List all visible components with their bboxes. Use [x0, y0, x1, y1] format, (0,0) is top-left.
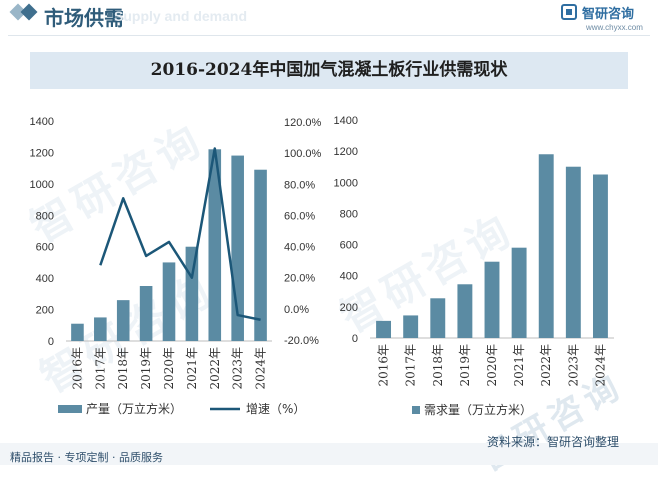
- x-tick-label: 2019年: [458, 344, 472, 387]
- x-tick-label: 2018年: [431, 344, 445, 387]
- y2-tick-label: 60.0%: [284, 210, 315, 222]
- y-tick-label: 1400: [334, 115, 358, 127]
- bar: [376, 321, 391, 338]
- legend-label: 需求量（万立方米）: [424, 402, 532, 417]
- y-tick-label: 0: [48, 336, 54, 348]
- legend-swatch-bar: [412, 406, 420, 414]
- x-tick-label: 2019年: [139, 347, 153, 390]
- y-tick-label: 1200: [334, 146, 358, 158]
- bar: [539, 154, 554, 338]
- bar: [485, 262, 500, 338]
- x-tick-label: 2017年: [93, 347, 107, 390]
- y-tick-label: 600: [340, 240, 358, 252]
- x-tick-label: 2022年: [539, 344, 553, 387]
- demand-chart: 0 200 400 600 800 1000 1200 1400 2016年 2017年 2018年…: [334, 115, 614, 417]
- bar: [186, 247, 199, 341]
- bar: [403, 315, 418, 338]
- y2-tick-label: 40.0%: [284, 242, 315, 254]
- x-tick-label: 2023年: [566, 344, 580, 387]
- bar: [94, 317, 107, 341]
- bar: [430, 298, 445, 338]
- bar: [566, 167, 581, 338]
- y2-tick-label: 20.0%: [284, 273, 315, 285]
- x-tick-label: 2024年: [593, 344, 607, 387]
- x-tick-label: 2020年: [162, 347, 176, 390]
- bar: [593, 175, 608, 339]
- y-tick-label: 400: [36, 273, 54, 285]
- y-tick-label: 600: [36, 242, 54, 254]
- x-tick-label: 2023年: [231, 347, 245, 390]
- bar: [512, 248, 527, 338]
- x-tick-label: 2018年: [116, 347, 130, 390]
- x-tick-label: 2024年: [254, 347, 268, 390]
- bar: [140, 286, 153, 341]
- y2-tick-label: 80.0%: [284, 179, 315, 191]
- bar: [117, 300, 130, 341]
- y2-tick-label: 0.0%: [284, 304, 309, 316]
- y-tick-label: 800: [36, 210, 54, 222]
- y-tick-label: 1400: [30, 116, 54, 128]
- x-tick-label: 2017年: [404, 344, 418, 387]
- y-tick-label: 0: [352, 333, 358, 345]
- y-tick-label: 1000: [334, 177, 358, 189]
- bar: [457, 284, 472, 338]
- y2-tick-label: 100.0%: [284, 148, 322, 160]
- y2-tick-label: -20.0%: [284, 335, 319, 347]
- legend-label: 增速（%）: [246, 402, 305, 416]
- y-tick-label: 800: [340, 208, 358, 220]
- legend-swatch-bar: [58, 405, 82, 413]
- bar: [71, 324, 84, 341]
- bar: [254, 170, 267, 341]
- x-tick-label: 2021年: [512, 344, 526, 387]
- y2-tick-label: 120.0%: [284, 117, 322, 129]
- x-tick-label: 2020年: [485, 344, 499, 387]
- x-tick-label: 2016年: [377, 344, 391, 387]
- x-tick-label: 2022年: [208, 347, 222, 390]
- footer-tagline: 精品报告 · 专项定制 · 品质服务: [10, 449, 163, 465]
- bar: [163, 262, 176, 341]
- y-tick-label: 1200: [30, 147, 54, 159]
- x-tick-label: 2021年: [185, 347, 199, 390]
- x-tick-label: 2016年: [70, 347, 84, 390]
- y-tick-label: 200: [36, 305, 54, 317]
- source-note: 资料来源：智研咨询整理: [487, 433, 619, 450]
- y-tick-label: 200: [340, 302, 358, 314]
- charts-canvas: 0 200 400 600 800 1000 1200 1400 2016年 2017年 2018年…: [0, 0, 658, 465]
- legend-label: 产量（万立方米）: [86, 401, 182, 416]
- y-tick-label: 400: [340, 271, 358, 283]
- production-growth-chart: 0 200 400 600 800 1000 1200 1400 2016年 2017年 2018年…: [30, 116, 322, 416]
- y-tick-label: 1000: [30, 179, 54, 191]
